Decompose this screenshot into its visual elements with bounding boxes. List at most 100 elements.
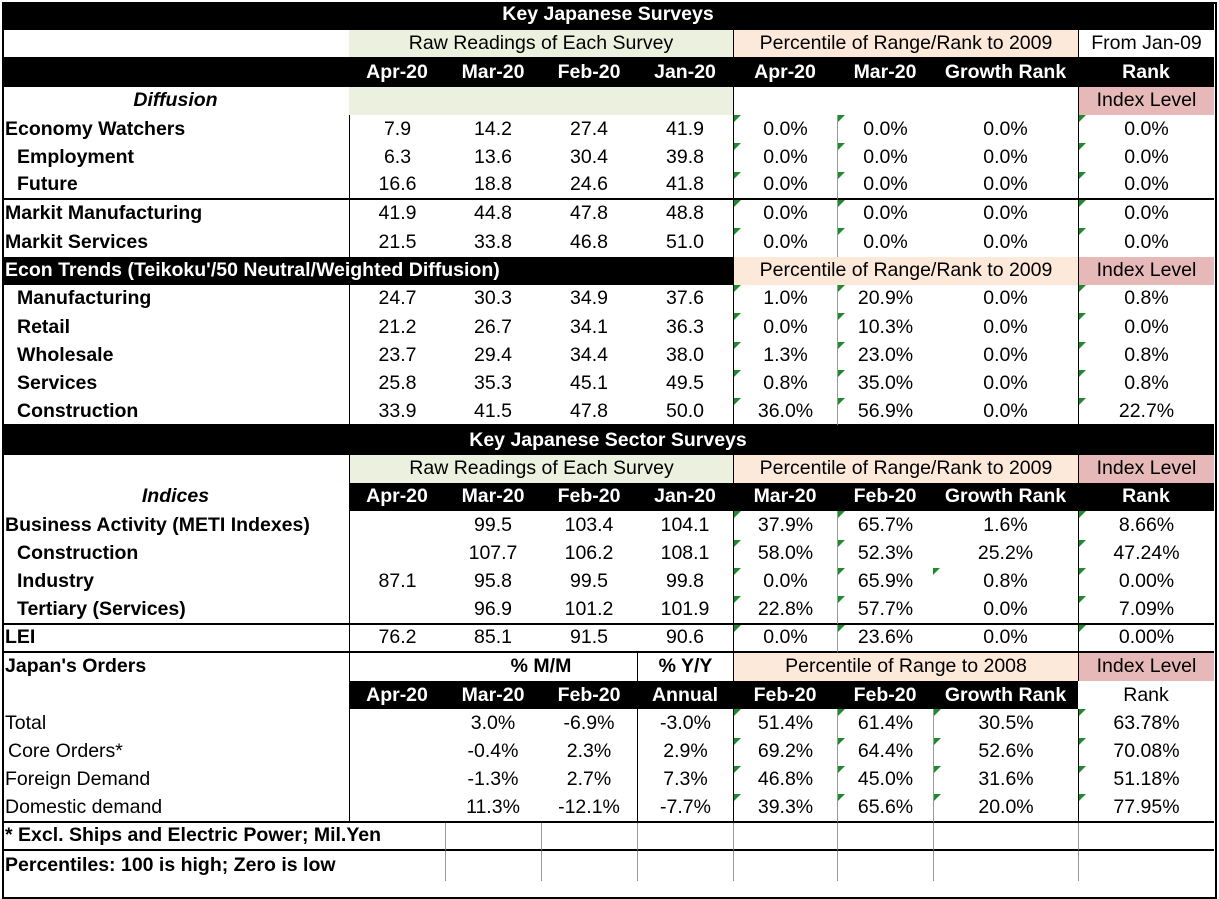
percentile-header: Percentile of Range/Rank to 2009 [733,256,1078,285]
data-cell: 26.7 [474,315,512,338]
data-cell: 37.9% [733,511,837,540]
blank-cell [541,822,637,851]
data-cell: 0.0% [733,228,837,257]
col-header: Mar-20 [445,681,541,710]
data-cell: 0.8% [1078,369,1214,399]
data-cell: 0.00% [1078,624,1214,653]
row-label: Tertiary (Services) [2,596,349,625]
data-cell: 2.3% [566,740,612,763]
data-cell: 46.8 [570,230,608,253]
data-cell: 104.1 [660,513,710,536]
data-cell: 8.66% [1078,511,1214,540]
blank-cell [1078,822,1214,851]
data-cell: 69.2% [733,737,837,767]
row-label: Services [17,372,98,395]
data-cell: 30.3 [474,287,512,310]
data-cell: 65.7% [837,511,933,540]
data-cell: 39.8 [666,145,704,168]
data-cell: 0.0% [983,287,1028,310]
blank-cell [349,652,445,682]
blank-cell [837,850,933,881]
data-cell: 38.0 [666,343,704,366]
data-cell: 41.8 [637,172,733,201]
col-header: Feb-20 [837,681,933,710]
col-header: Apr-20 [349,58,445,87]
col-header: Mar-20 [733,483,837,512]
data-cell: 30.5% [933,709,1078,738]
data-cell: 47.24% [1078,539,1214,568]
data-cell: 63.78% [1078,709,1214,738]
data-cell: 22.8% [733,596,837,625]
data-cell: 45.1 [570,372,608,395]
data-cell: 25.8 [349,369,445,399]
blank-cell [541,850,637,881]
data-cell: -12.1% [541,794,637,823]
col-header: Rank [1123,683,1169,706]
data-cell: 0.0% [933,172,1078,201]
col-header: Rank [1078,58,1214,87]
data-cell: 21.2 [349,313,445,342]
col-header: Feb-20 [733,681,837,710]
data-cell: 76.2 [349,624,445,653]
row-label: Future [2,172,349,201]
data-cell: 44.8 [474,202,512,225]
from-jan09-header: From Jan-09 [1078,30,1214,59]
data-cell: 41.9 [666,117,704,140]
data-cell: 2.7% [566,768,612,791]
table-title: Key Japanese Surveys [2,2,1214,31]
data-cell: 0.0% [983,372,1028,395]
data-cell: 0.0% [983,315,1028,338]
data-cell: 0.0% [837,115,933,144]
data-cell: 45.0% [837,766,933,795]
data-cell: 91.5 [541,625,637,653]
data-cell: 10.3% [837,313,933,342]
data-cell: 0.8% [1078,284,1214,314]
row-label: Core Orders* [8,740,123,763]
data-cell: 34.9 [570,287,608,310]
data-cell: 27.4 [570,117,608,140]
row-label: Industry [17,570,94,593]
data-cell: 0.00% [1078,567,1214,597]
data-cell: 49.5 [666,372,704,395]
col-header: Feb-20 [541,58,637,87]
data-cell: 35.3 [474,372,512,395]
col-header: Jan-20 [637,483,733,512]
data-cell: 22.7% [1078,398,1214,427]
data-cell: 11.3% [445,794,541,823]
section-label-orders: Japan's Orders [5,655,147,678]
data-cell: 47.8 [570,202,608,225]
data-cell: 77.95% [1078,794,1214,823]
data-cell: 0.0% [983,343,1028,366]
data-cell: 99.8 [666,570,704,593]
col-header: Mar-20 [445,58,541,87]
col-header: Apr-20 [349,681,445,710]
col-header: Apr-20 [349,483,445,512]
header-blank [2,58,349,87]
data-cell: 47.8 [541,398,637,427]
data-cell: 51.0 [666,230,704,253]
data-cell: 37.6 [666,287,704,310]
blank-cell [2,30,349,59]
data-cell [349,539,445,568]
data-cell: 33.8 [474,230,512,253]
blank-cell [2,455,349,483]
data-cell: 34.4 [570,343,608,366]
data-cell: 20.0% [933,794,1078,823]
data-cell: 13.6 [474,145,512,168]
data-cell: 51.4% [733,709,837,738]
data-cell: 1.3% [733,341,837,370]
data-cell: 29.4 [474,343,512,366]
index-level-header: Index Level [1078,652,1214,682]
data-cell: 31.6% [933,766,1078,795]
raw-readings-header: Raw Readings of Each Survey [349,30,733,59]
percentile-2008-header: Percentile of Range to 2008 [733,652,1078,682]
data-cell: 56.9% [837,398,933,427]
data-cell: 16.6 [349,171,445,201]
data-cell: 30.4 [570,145,608,168]
row-label: Foreign Demand [5,768,151,791]
data-cell: 0.0% [837,143,933,172]
data-cell: 1.6% [983,513,1028,536]
blank-cell [733,822,837,851]
data-cell: 23.6% [837,624,933,653]
